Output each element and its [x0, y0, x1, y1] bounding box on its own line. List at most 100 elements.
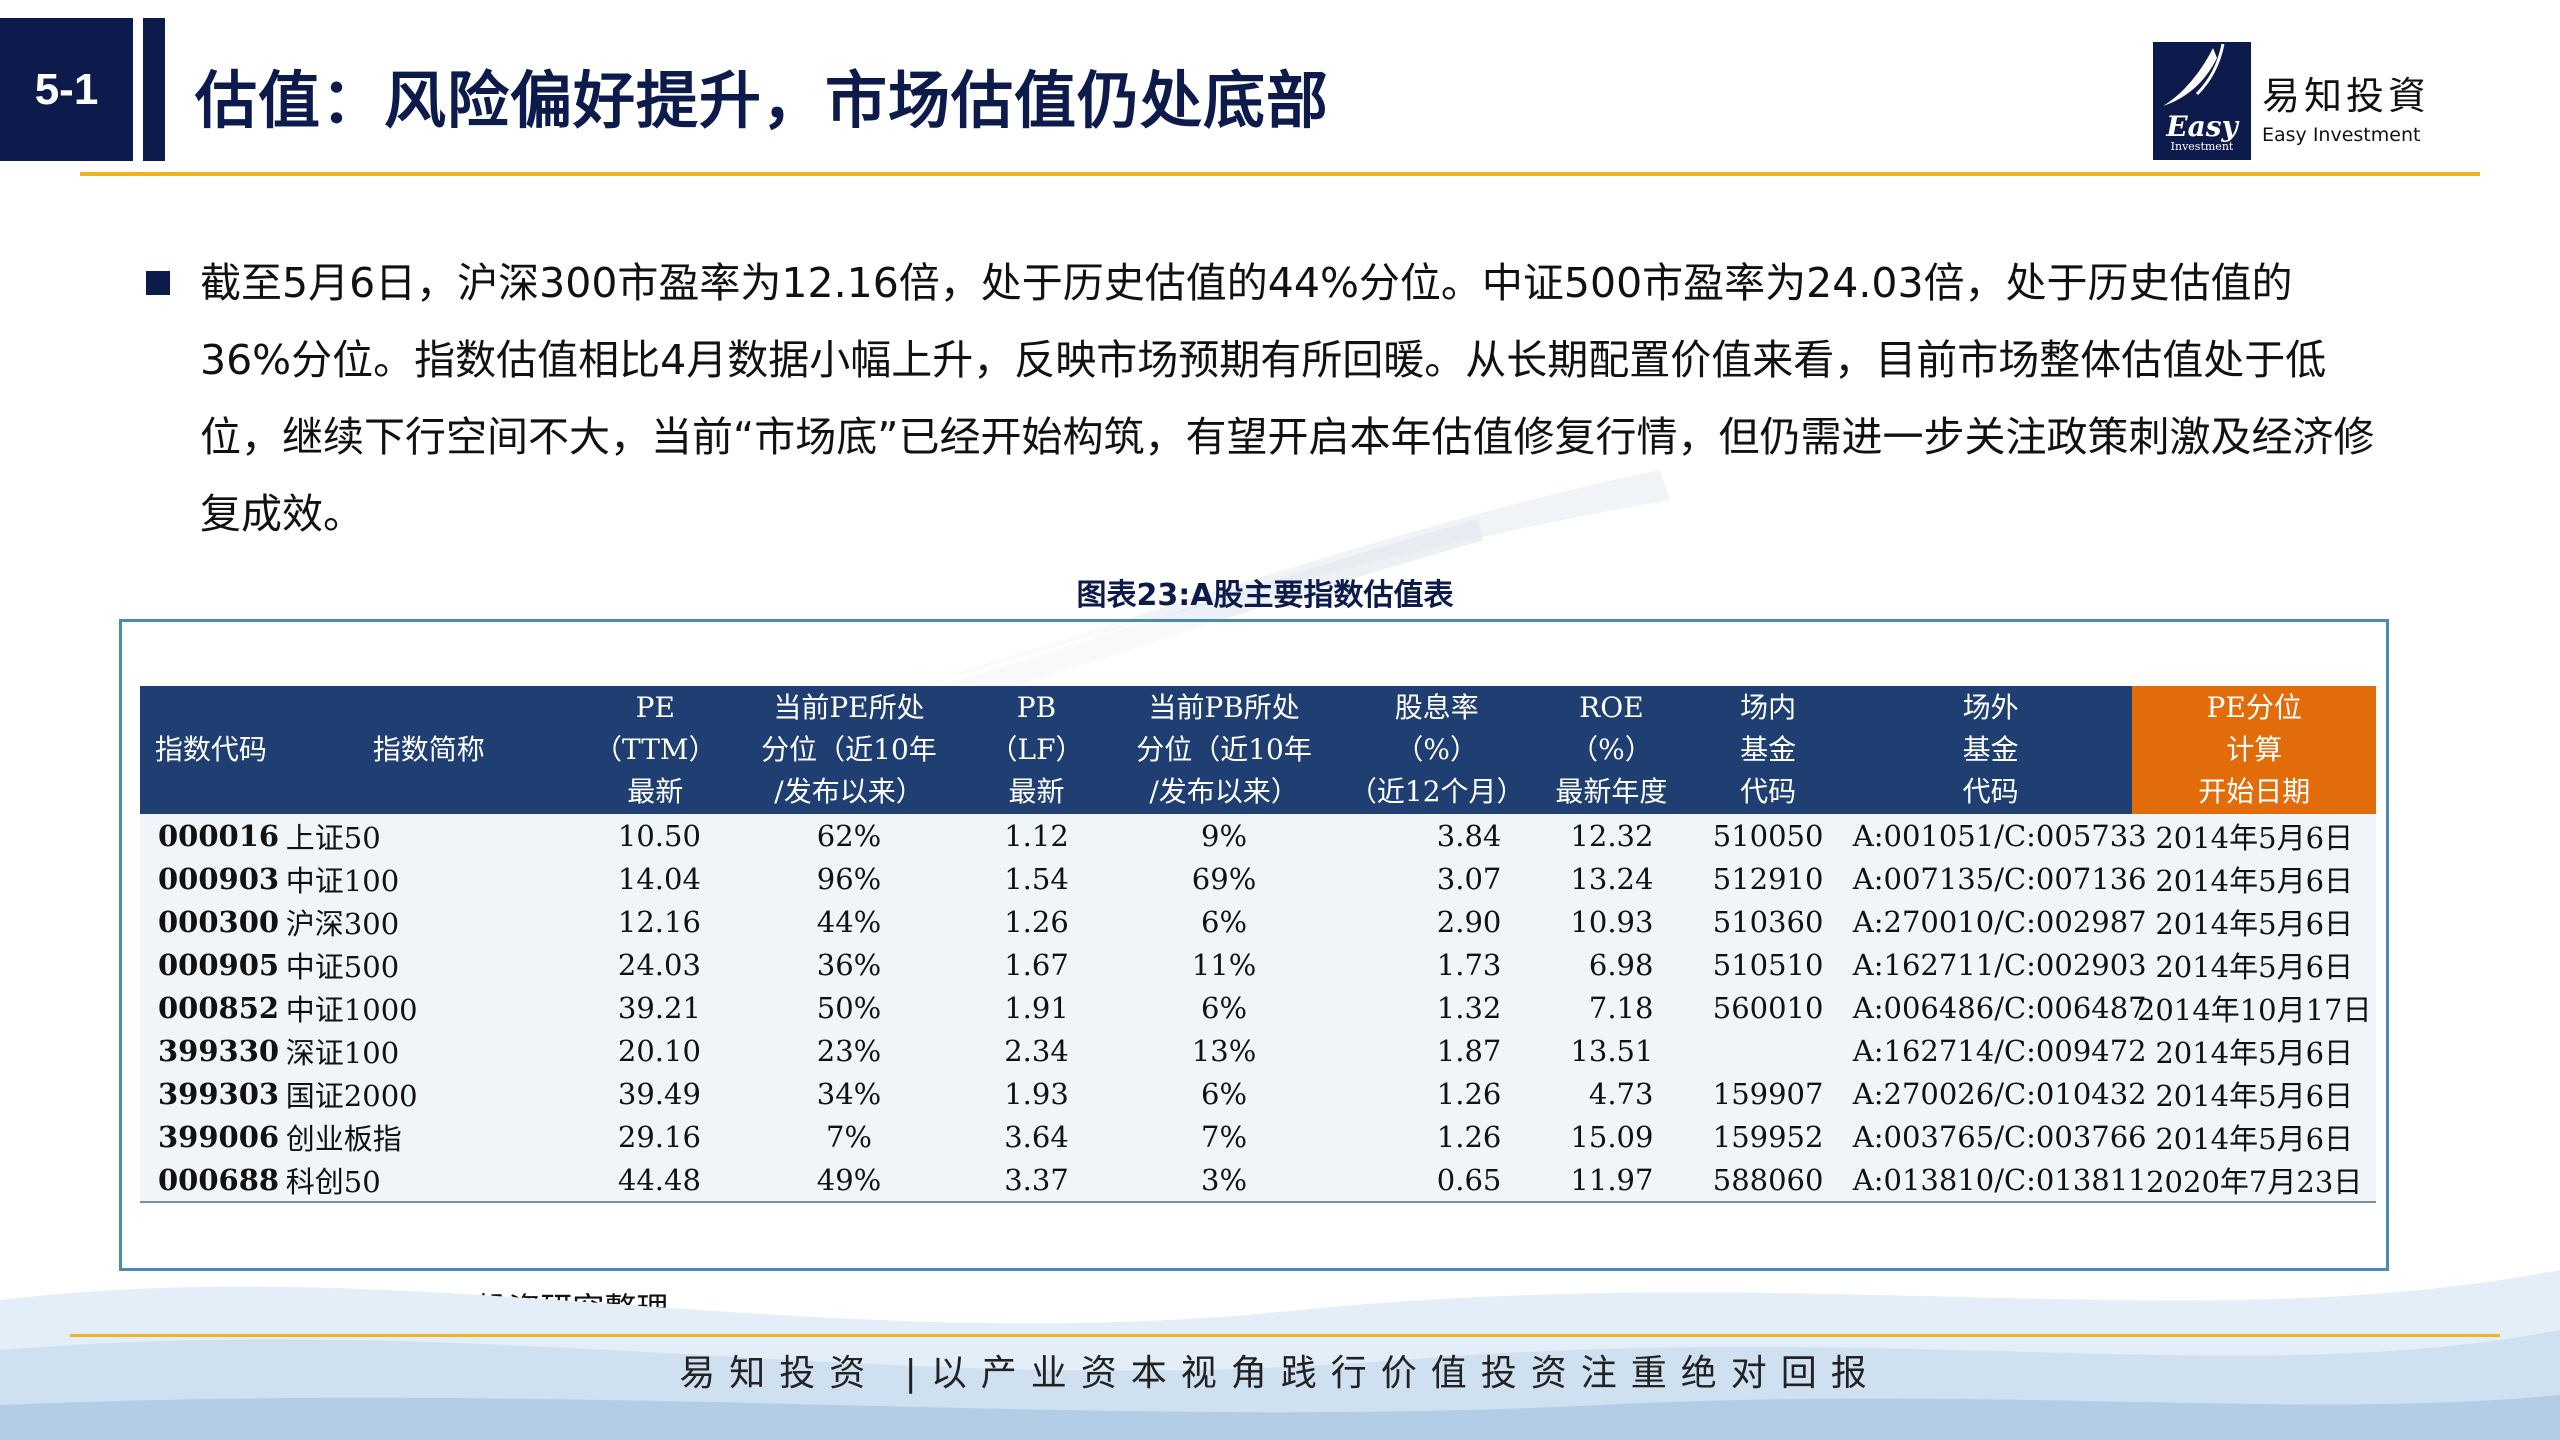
- column-header: 当前PB所处 分位（近10年/发布以来）: [1109, 686, 1339, 814]
- column-header: 场内 基金 代码: [1687, 686, 1849, 814]
- company-logo-icon: Easy Investment: [2153, 42, 2251, 160]
- table-cell: 23%: [734, 1029, 964, 1072]
- table-cell: 2014年5月6日: [2132, 1115, 2376, 1158]
- header-divider: [80, 172, 2480, 176]
- table-row: 000300 沪深300 12.16 44% 1.26 6% 2.90 10.93 510360…: [140, 900, 2376, 943]
- table-cell: 20.10: [575, 1029, 735, 1072]
- table-cell: 3.64: [963, 1115, 1110, 1158]
- table-cell: 512910: [1687, 857, 1849, 900]
- column-header-line: （LF）: [989, 733, 1084, 766]
- column-header: 场外 基金 代码: [1848, 686, 2133, 814]
- column-header: PB （LF） 最新: [963, 686, 1110, 814]
- table-cell: 沪深300: [281, 900, 576, 943]
- table-cell: 62%: [734, 814, 964, 857]
- table-cell: 4.73: [1535, 1072, 1688, 1115]
- table-cell: 12.32: [1535, 814, 1688, 857]
- table-cell: 创业板指: [281, 1115, 576, 1158]
- column-header: PE分位 计算 开始日期: [2132, 686, 2376, 814]
- table-cell: 50%: [734, 986, 964, 1029]
- table-cell: 1.87: [1338, 1029, 1536, 1072]
- table-cell: 6.98: [1535, 943, 1688, 986]
- logo-swoosh-icon: [2163, 43, 2225, 106]
- table-cell: 159952: [1687, 1115, 1849, 1158]
- table-cell: 中证500: [281, 943, 576, 986]
- table-cell: 510050: [1687, 814, 1849, 857]
- column-header: PE （TTM） 最新: [575, 686, 735, 814]
- bullet-icon: [146, 271, 170, 295]
- column-header-line: 指数代码: [154, 733, 267, 766]
- column-header-line: 股息率: [1394, 691, 1479, 724]
- table-cell: 399303: [140, 1072, 282, 1115]
- column-header-line: （%）: [1395, 733, 1479, 766]
- table-row: 399303 国证2000 39.49 34% 1.93 6% 1.26 4.73 159907…: [140, 1072, 2376, 1115]
- column-header: ROE （%） 最新年度: [1535, 686, 1688, 814]
- table-body: 000016 上证50 10.50 62% 1.12 9% 3.84 12.32 510050 A…: [140, 814, 2376, 1203]
- table-cell: 11%: [1109, 943, 1339, 986]
- table-cell: 深证100: [281, 1029, 576, 1072]
- table-cell: 000300: [140, 900, 282, 943]
- table-cell: 39.49: [575, 1072, 735, 1115]
- table-cell: 2014年5月6日: [2132, 900, 2376, 943]
- table-cell: 上证50: [281, 814, 576, 857]
- logo-name-cn: 易知投資: [2262, 74, 2431, 118]
- table-cell: 10.50: [575, 814, 735, 857]
- table-cell: 中证1000: [281, 986, 576, 1029]
- table-cell: 2020年7月23日: [2132, 1158, 2376, 1203]
- table-cell: 6%: [1109, 1072, 1339, 1115]
- table-cell: 000852: [140, 986, 282, 1029]
- table-cell: 1.93: [963, 1072, 1110, 1115]
- table-cell: 科创50: [281, 1158, 576, 1203]
- table-cell: A:162714/C:009472: [1848, 1029, 2147, 1072]
- footer-divider: [70, 1334, 2500, 1337]
- column-header: 当前PE所处 分位（近10年/发布以来）: [734, 686, 964, 814]
- valuation-table: 指数代码 指数简称 PE （TTM） 最新 当前PE所处 分位（近10年/发布以来） PB （L…: [140, 686, 2376, 1203]
- table-cell: 13.24: [1535, 857, 1688, 900]
- table-cell: 560010: [1687, 986, 1849, 1029]
- table-cell: A:013810/C:013811: [1848, 1158, 2147, 1203]
- column-header-line: 场外: [1962, 691, 2019, 724]
- table-cell: 13%: [1109, 1029, 1339, 1072]
- column-header-line: 分位（近10年: [1136, 733, 1312, 766]
- table-cell: 2014年5月6日: [2132, 1029, 2376, 1072]
- table-cell: 000688: [140, 1158, 282, 1203]
- column-header-line: /发布以来）: [774, 775, 924, 808]
- column-header: 指数简称: [281, 686, 576, 814]
- column-header-line: PE: [635, 691, 675, 724]
- table-cell: 10.93: [1535, 900, 1688, 943]
- table-cell: A:003765/C:003766: [1848, 1115, 2147, 1158]
- table-cell: 6%: [1109, 986, 1339, 1029]
- table-cell: 1.26: [963, 900, 1110, 943]
- table-cell: 510510: [1687, 943, 1849, 986]
- table-cell: 1.73: [1338, 943, 1536, 986]
- table-cell: 12.16: [575, 900, 735, 943]
- table-cell: 3.37: [963, 1158, 1110, 1203]
- table-cell: [1687, 1029, 1849, 1072]
- table-cell: 29.16: [575, 1115, 735, 1158]
- logo-mark-subtext: Investment: [2170, 140, 2234, 153]
- table-row: 000905 中证500 24.03 36% 1.67 11% 1.73 6.98 510510…: [140, 943, 2376, 986]
- table-row: 399330 深证100 20.10 23% 2.34 13% 1.87 13.51 A:162…: [140, 1029, 2376, 1072]
- table-cell: 44%: [734, 900, 964, 943]
- column-header-line: 最新: [1008, 775, 1065, 808]
- logo-mark-text: Easy: [2166, 110, 2238, 143]
- table-cell: 000016: [140, 814, 282, 857]
- column-header-line: 场内: [1740, 691, 1797, 724]
- chart-caption: 图表23:A股主要指数估值表: [1076, 578, 1454, 613]
- table-cell: 399330: [140, 1029, 282, 1072]
- table-cell: 7.18: [1535, 986, 1688, 1029]
- table-cell: 7%: [1109, 1115, 1339, 1158]
- table-cell: 2014年5月6日: [2132, 857, 2376, 900]
- table-cell: 2014年5月6日: [2132, 814, 2376, 857]
- table-cell: 96%: [734, 857, 964, 900]
- column-header-line: 当前PE所处: [773, 691, 925, 724]
- column-header-line: 开始日期: [2198, 775, 2311, 808]
- column-header-line: 指数简称: [372, 733, 485, 766]
- table-cell: 2014年10月17日: [2132, 986, 2376, 1029]
- table-cell: 0.65: [1338, 1158, 1536, 1203]
- table-cell: 3.84: [1338, 814, 1536, 857]
- table-cell: 15.09: [1535, 1115, 1688, 1158]
- column-header-line: 基金: [1962, 733, 2019, 766]
- column-header-line: 最新年度: [1555, 775, 1668, 808]
- table-cell: 9%: [1109, 814, 1339, 857]
- table-cell: 000905: [140, 943, 282, 986]
